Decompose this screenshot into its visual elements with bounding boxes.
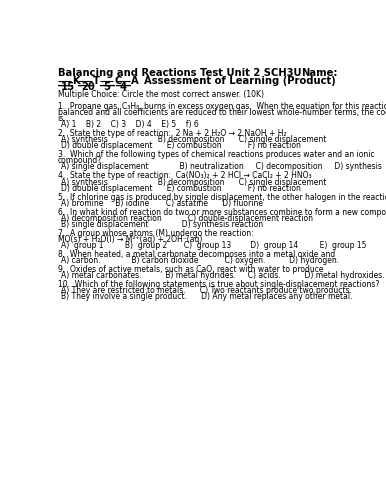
Text: A) carbon.             B) carbon dioxide           C) oxygen.          D) hydrog: A) carbon. B) carbon dioxide C) oxygen. … bbox=[61, 256, 339, 265]
Text: A) synthesis                     B) decomposition      C) single displacement: A) synthesis B) decomposition C) single … bbox=[61, 178, 326, 186]
Text: ___T: ___T bbox=[78, 76, 100, 86]
Text: 15: 15 bbox=[61, 82, 75, 92]
Text: 3.  Which of the following types of chemical reactions produces water and an ion: 3. Which of the following types of chemi… bbox=[58, 150, 374, 160]
Text: Multiple Choice: Circle the most correct answer. (10K): Multiple Choice: Circle the most correct… bbox=[58, 90, 264, 99]
Text: balanced and all coefficients are reduced to their lowest whole-number terms, th: balanced and all coefficients are reduce… bbox=[58, 108, 386, 117]
Text: is...: is... bbox=[58, 114, 71, 123]
Text: 6.  In what kind of reaction do two or more substances combine to form a new com: 6. In what kind of reaction do two or mo… bbox=[58, 208, 386, 216]
Text: Balancing and Reactions Test Unit 2 SCH3U: Balancing and Reactions Test Unit 2 SCH3… bbox=[58, 68, 301, 78]
Text: 9.  Oxides of active metals, such as CaO, react with water to produce: 9. Oxides of active metals, such as CaO,… bbox=[58, 265, 323, 274]
Text: D) double displacement      E) combustion           F) no reaction: D) double displacement E) combustion F) … bbox=[61, 184, 301, 192]
Text: A)  group 1         B)  group 2       C)  group 13        D)  group 14         E: A) group 1 B) group 2 C) group 13 D) gro… bbox=[61, 241, 366, 250]
Text: 1.  Propane gas, C₃H₈, burns in excess oxygen gas.  When the equation for this r: 1. Propane gas, C₃H₈, burns in excess ox… bbox=[58, 102, 386, 111]
Text: B) They involve a single product.      D) Any metal replaces any other metal.: B) They involve a single product. D) Any… bbox=[61, 292, 352, 301]
Text: Assessment of Learning (Product): Assessment of Learning (Product) bbox=[137, 76, 335, 86]
Text: 10.  Which of the following statements is true about single-displacement reactio: 10. Which of the following statements is… bbox=[58, 280, 379, 289]
Text: compound?: compound? bbox=[58, 156, 102, 166]
Text: 4: 4 bbox=[120, 82, 127, 92]
Text: D) double displacement      E) combustion           F) no reaction: D) double displacement E) combustion F) … bbox=[61, 142, 301, 150]
Text: 5.  If chlorine gas is produced by single displacement, the other halogen in the: 5. If chlorine gas is produced by single… bbox=[58, 192, 386, 202]
Text: A) They are restricted to metals.      C) Two reactants produce two products.: A) They are restricted to metals. C) Two… bbox=[61, 286, 352, 295]
Text: Name:: Name: bbox=[301, 68, 338, 78]
Text: A) single displacement             B) neutralization     C) decomposition     D): A) single displacement B) neutralization… bbox=[61, 162, 381, 172]
Text: A) synthesis                     B) decomposition      C) single displacement: A) synthesis B) decomposition C) single … bbox=[61, 136, 326, 144]
Text: 20: 20 bbox=[81, 82, 95, 92]
Text: A) bromine     B) iodine       C) astatine      D) fluorine: A) bromine B) iodine C) astatine D) fluo… bbox=[61, 198, 262, 207]
Text: ___C: ___C bbox=[100, 76, 122, 86]
Text: 2.  State the type of reaction:  2 Na + 2 H₂O → 2 NaOH + H₂: 2. State the type of reaction: 2 Na + 2 … bbox=[58, 130, 286, 138]
Text: A) metal carbonates.          B) metal hydrides.     C) acids.          D) metal: A) metal carbonates. B) metal hydrides. … bbox=[61, 271, 384, 280]
Text: 8.  When heated, a metal carbonate decomposes into a metal oxide and: 8. When heated, a metal carbonate decomp… bbox=[58, 250, 335, 259]
Text: 4.  State the type of reaction:  Ca(NO₃)₂ + 2 HCl → CaCl₂ + 2 HNO₃: 4. State the type of reaction: Ca(NO₃)₂ … bbox=[58, 172, 311, 180]
Text: A) decomposition reaction           C) double-displacement reaction: A) decomposition reaction C) double-disp… bbox=[61, 214, 313, 222]
Text: ___A: ___A bbox=[117, 76, 139, 86]
Text: 7.  A group whose atoms (M) undergo the reaction:: 7. A group whose atoms (M) undergo the r… bbox=[58, 229, 253, 238]
Text: MO(s) + H₂O(l) → M²⁺(aq) + 2OH⁻(aq): MO(s) + H₂O(l) → M²⁺(aq) + 2OH⁻(aq) bbox=[58, 235, 202, 244]
Text: B) single displacement              D) synthesis reaction: B) single displacement D) synthesis reac… bbox=[61, 220, 263, 228]
Text: A) 1    B) 2    C) 3    D) 4    E) 5    f) 6: A) 1 B) 2 C) 3 D) 4 E) 5 f) 6 bbox=[61, 120, 198, 129]
Text: 5: 5 bbox=[103, 82, 110, 92]
Text: ___K: ___K bbox=[58, 76, 80, 86]
